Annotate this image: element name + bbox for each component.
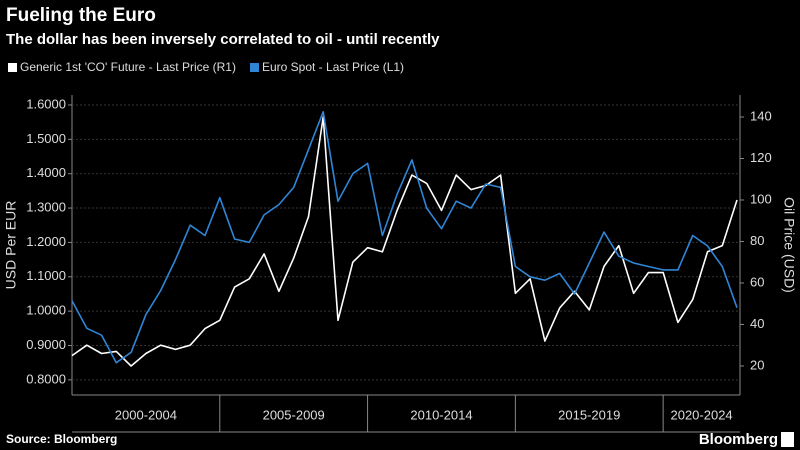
x-tick-label: 2010-2014 [410,407,472,422]
y-tick-label: 1.0000 [26,303,66,318]
y-tick-label: 1.1000 [26,268,66,283]
x-tick-label: 2000-2004 [115,407,177,422]
brand: Bloomberg [699,431,778,448]
y2-tick-label: 20 [750,357,764,372]
y-tick-label: 1.6000 [26,96,66,111]
y2-tick-label: 140 [750,108,772,123]
y2-tick-label: 40 [750,316,764,331]
series-line [71,111,738,364]
y-tick-label: 0.9000 [26,337,66,352]
legend-swatch [249,63,259,72]
legend-label: Generic 1st 'CO' Future - Last Price (R1… [20,60,236,74]
y2-axis-title: Oil Price (USD) [781,197,797,293]
y-tick-label: 1.3000 [26,199,66,214]
legend-label: Euro Spot - Last Price (L1) [262,60,404,74]
x-tick-label: 2005-2009 [263,407,325,422]
series-line [71,116,738,367]
y-tick-label: 1.4000 [26,165,66,180]
y-tick-label: 1.2000 [26,234,66,249]
legend-swatch [8,63,17,72]
y2-tick-label: 60 [750,274,764,289]
y2-tick-label: 80 [750,233,764,248]
chart-title: Fueling the Euro [6,5,156,26]
brand-icon [781,432,794,447]
y2-tick-label: 120 [750,150,772,165]
source: Source: Bloomberg [6,432,117,446]
y-tick-label: 0.8000 [26,371,66,386]
x-tick-label: 2020-2024 [670,407,732,422]
y-tick-label: 1.5000 [26,131,66,146]
x-tick-label: 2015-2019 [558,407,620,422]
y-axis-title: USD Per EUR [3,201,19,290]
y2-tick-label: 100 [750,191,772,206]
chart-subtitle: The dollar has been inversely correlated… [6,31,440,48]
